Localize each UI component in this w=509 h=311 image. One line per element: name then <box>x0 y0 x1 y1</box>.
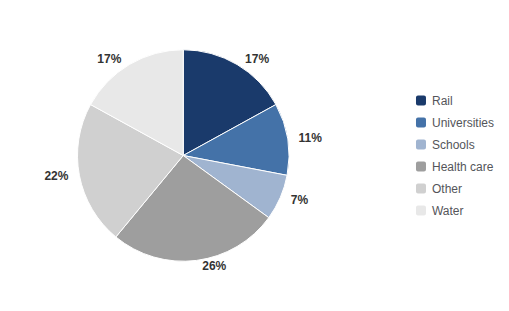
svg-text:Rail: Rail <box>432 94 453 108</box>
svg-text:Universities: Universities <box>432 116 494 130</box>
svg-text:Health care: Health care <box>432 160 494 174</box>
svg-text:22%: 22% <box>44 169 68 183</box>
svg-text:Schools: Schools <box>432 138 475 152</box>
svg-text:26%: 26% <box>202 259 226 273</box>
svg-text:Water: Water <box>432 204 464 218</box>
svg-text:17%: 17% <box>97 52 121 66</box>
svg-text:11%: 11% <box>299 131 323 145</box>
svg-text:7%: 7% <box>291 193 309 207</box>
svg-text:17%: 17% <box>245 52 269 66</box>
svg-text:Other: Other <box>432 182 462 196</box>
